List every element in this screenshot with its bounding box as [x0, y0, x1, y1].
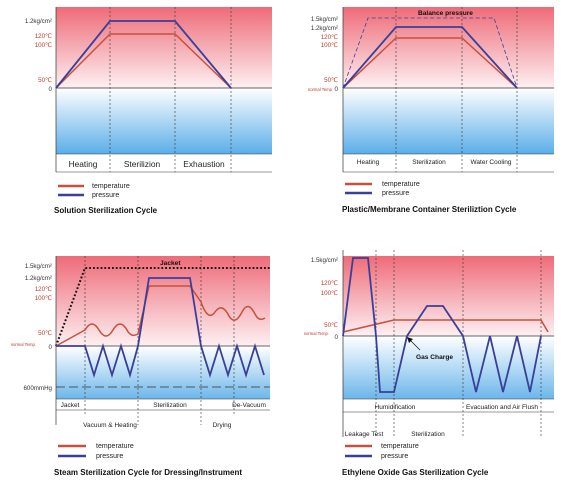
- positive-zone: [343, 256, 554, 336]
- y-label-100: 100℃: [321, 42, 338, 49]
- y-label-normal: normal Temp: [308, 87, 333, 92]
- y-label-50: 50℃: [38, 77, 52, 84]
- y-label-vacuum: 600mmHg: [23, 385, 52, 392]
- temperature-line: [342, 37, 518, 89]
- phase-label: Evacuation and Air Flush: [466, 404, 538, 411]
- temperature-line: [55, 33, 232, 89]
- phase-label: De-Vacuum: [232, 402, 266, 409]
- jacket-pressure-line: [55, 267, 270, 347]
- y-label-120: 120℃: [35, 286, 52, 293]
- y-label-50: 50℃: [324, 322, 338, 329]
- pressure-line: [55, 20, 232, 89]
- y-label-100: 100℃: [35, 295, 52, 302]
- negative-zone: [343, 336, 554, 399]
- phase-label: Vacuum & Heating: [83, 422, 137, 429]
- phase-label: Heating: [357, 159, 380, 166]
- y-label-zero: 0: [49, 344, 53, 351]
- phase-label: Humidification: [375, 404, 416, 411]
- phase-label: Heating: [69, 159, 98, 169]
- y-label-pressure: 1.2kg/cm²: [25, 275, 52, 282]
- y-label-zero: 0: [49, 86, 53, 93]
- y-label-120: 120℃: [35, 33, 52, 40]
- phase-label: Sterilization: [153, 402, 187, 409]
- annotation-balance-pressure: Balance pressure: [418, 10, 473, 17]
- positive-zone: [343, 7, 554, 88]
- legend-temperature: temperature: [382, 181, 420, 188]
- chart-steam: 1.5kg/cm² 1.2kg/cm² 120℃ 100℃ 50℃ normal…: [11, 256, 270, 477]
- phase-label: Exhaustion: [183, 159, 225, 169]
- legend-pressure: pressure: [92, 192, 119, 199]
- phase-label: Sterilization: [412, 159, 446, 166]
- chart-solution: 1.2kg/cm² 120℃ 100℃ 50℃ 0 Heating Steril…: [25, 7, 272, 215]
- y-label-pressure: 1.2kg/cm²: [25, 18, 52, 25]
- phase-label: Jacket: [61, 402, 80, 409]
- y-label-50: 50℃: [38, 330, 52, 337]
- legend-pressure: pressure: [96, 453, 123, 460]
- pressure-line: [342, 26, 518, 89]
- temperature-line: [55, 285, 266, 347]
- y-label-pressure: 1.2kg/cm²: [311, 25, 338, 32]
- y-label-zero: 0: [335, 86, 339, 93]
- phase-label: Drying: [213, 422, 232, 429]
- chart-plastic: 1.5kg/cm² 1.2kg/cm² 120℃ 100℃ 50℃ normal…: [308, 7, 554, 214]
- y-label-pressure-high: 1.5kg/cm²: [311, 16, 338, 23]
- pressure-line: [56, 277, 265, 379]
- y-label-normal: normal Temp.: [11, 342, 36, 347]
- chart-title: Plastic/Membrane Container Steriliztion …: [342, 205, 517, 214]
- phase-label: Water Cooling: [471, 159, 512, 166]
- temperature-line: [342, 319, 549, 333]
- gas-charge-arrow: [409, 339, 421, 351]
- legend-temperature: temperature: [381, 443, 419, 450]
- chart-title: Ethylene Oxide Gas Sterilization Cycle: [342, 468, 489, 477]
- chart-eo: 1.5kg/cm² 120℃ 100℃ 50℃ normal Temp. 0 G…: [304, 250, 554, 477]
- y-label-zero: 0: [335, 334, 339, 341]
- annotation-jacket: Jacket: [160, 260, 181, 267]
- positive-zone: [56, 256, 270, 346]
- phase-label: Sterilizion: [124, 159, 161, 169]
- chart-title: Steam Sterilization Cycle for Dressing/I…: [54, 468, 242, 477]
- y-label-pressure-high: 1.5kg/cm²: [25, 263, 52, 270]
- negative-zone: [343, 88, 554, 154]
- y-label-100: 100℃: [35, 42, 52, 49]
- phase-label: Sterilization: [411, 431, 445, 438]
- phase-label: Leakage Test: [345, 431, 384, 438]
- legend-temperature: temperature: [96, 443, 134, 450]
- arrow-head-icon: [407, 337, 413, 343]
- y-label-120: 120℃: [321, 280, 338, 287]
- y-label-100: 100℃: [321, 290, 338, 297]
- balance-pressure-line: [342, 17, 518, 89]
- negative-zone: [56, 88, 272, 154]
- y-label-50: 50℃: [324, 77, 338, 84]
- legend-pressure: pressure: [382, 190, 409, 197]
- legend-pressure: pressure: [381, 453, 408, 460]
- y-label-pressure-high: 1.5kg/cm²: [311, 257, 338, 264]
- y-label-normal: normal Temp.: [304, 331, 329, 336]
- pressure-line: [342, 257, 542, 393]
- chart-title: Solution Sterilization Cycle: [54, 206, 158, 215]
- annotation-gas-charge: Gas Charge: [416, 354, 453, 361]
- y-label-120: 120℃: [321, 34, 338, 41]
- legend-temperature: temperature: [92, 183, 130, 190]
